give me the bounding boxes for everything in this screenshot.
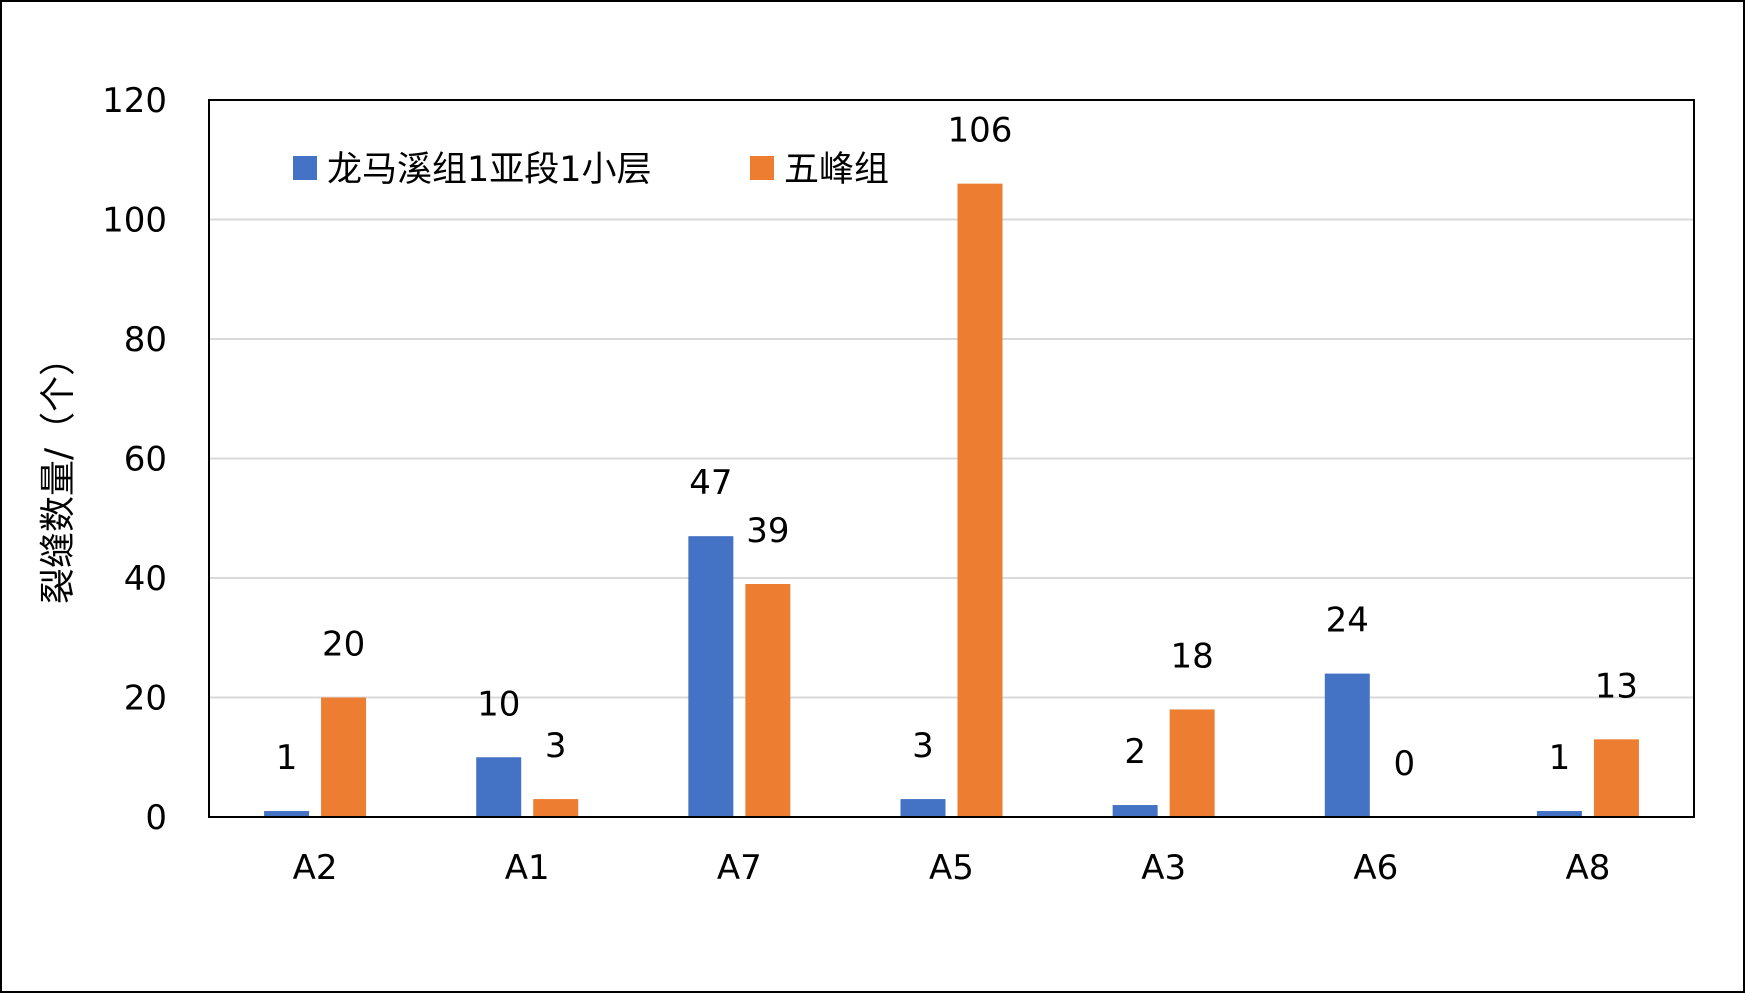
x-category-label: A7 — [717, 848, 762, 888]
bar-series-2 — [957, 183, 1003, 817]
x-category-label: A8 — [1565, 848, 1610, 888]
x-category-label: A2 — [293, 848, 338, 888]
bar-series-1 — [1324, 673, 1370, 817]
y-tick-label: 100 — [102, 201, 167, 241]
bar-series-1 — [264, 811, 310, 817]
x-category-label: A3 — [1141, 848, 1186, 888]
data-label: 1 — [276, 738, 298, 778]
plot-area-border — [208, 99, 1695, 818]
gridlines — [209, 218, 1694, 699]
data-label: 39 — [746, 511, 789, 551]
data-label: 2 — [1124, 732, 1146, 772]
y-tick-label: 120 — [102, 81, 167, 121]
data-label: 10 — [477, 684, 520, 724]
bar-series-2 — [321, 697, 367, 817]
data-label: 24 — [1326, 601, 1369, 641]
data-label: 0 — [1393, 744, 1415, 784]
data-label: 47 — [689, 463, 732, 503]
data-label: 20 — [322, 625, 365, 665]
y-tick-label: 0 — [145, 798, 167, 838]
x-category-label: A5 — [929, 848, 974, 888]
y-tick-label: 80 — [124, 320, 167, 360]
data-label: 13 — [1595, 666, 1638, 706]
bar-series-1 — [1536, 811, 1582, 817]
legend: 龙马溪组1亚段1小层 五峰组 — [293, 150, 889, 190]
bar-series-1 — [476, 757, 522, 817]
legend-label: 龙马溪组1亚段1小层 — [327, 150, 652, 190]
y-axis-tick-labels: 0 20 40 60 80 100 120 — [102, 81, 167, 838]
legend-swatch — [293, 156, 317, 180]
y-axis-title: 裂缝数量/（个） — [38, 340, 79, 604]
y-tick-label: 20 — [124, 679, 167, 719]
x-category-label: A6 — [1353, 848, 1398, 888]
bar-series-1 — [688, 536, 734, 817]
bar-series-1 — [1112, 805, 1158, 817]
bar-series-2 — [1593, 739, 1639, 817]
y-tick-label: 60 — [124, 440, 167, 480]
legend-swatch — [750, 156, 774, 180]
data-label: 106 — [948, 111, 1013, 151]
data-label: 1 — [1549, 738, 1571, 778]
x-category-label: A1 — [505, 848, 550, 888]
data-label: 18 — [1171, 636, 1214, 676]
y-tick-label: 40 — [124, 559, 167, 599]
bars — [264, 183, 1639, 817]
data-label: 3 — [912, 726, 934, 766]
data-labels: 1 20 10 3 47 39 3 106 2 18 24 0 1 13 — [276, 111, 1638, 784]
bar-series-2 — [745, 583, 791, 817]
legend-label: 五峰组 — [784, 150, 889, 190]
data-label: 3 — [545, 726, 567, 766]
x-axis-category-labels: A2 A1 A7 A5 A3 A6 A8 — [293, 848, 1611, 888]
bar-series-1 — [900, 799, 946, 817]
bar-series-2 — [1169, 709, 1215, 817]
bar-series-2 — [533, 799, 579, 817]
